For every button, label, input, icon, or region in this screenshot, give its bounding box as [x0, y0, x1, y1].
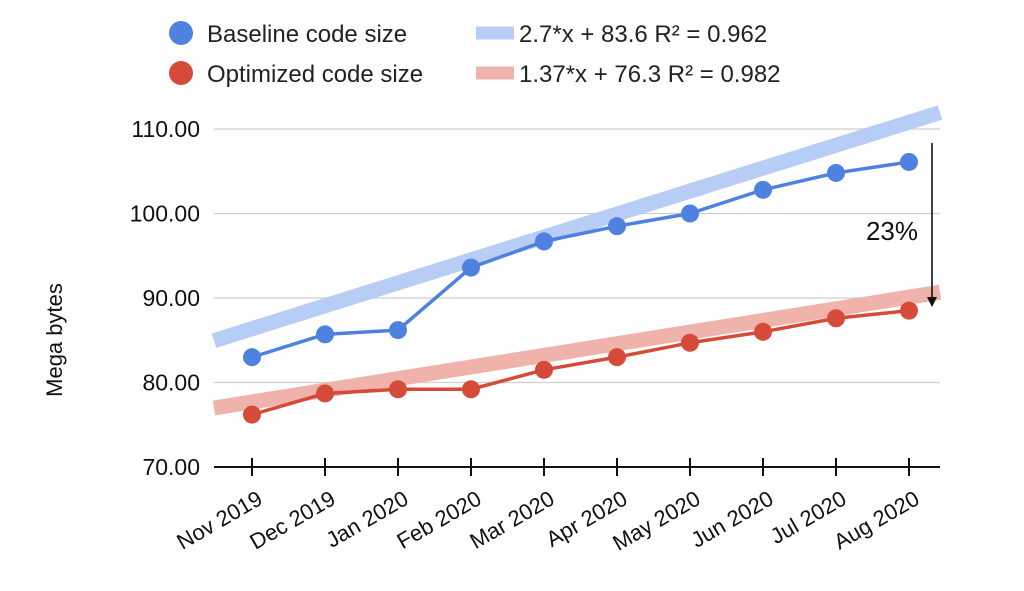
legend: Baseline code size 2.7*x + 83.6 R² = 0.96… — [169, 21, 781, 88]
data-point — [827, 309, 845, 328]
data-point — [535, 232, 553, 251]
x-tick-label: Mar 2020 — [466, 486, 559, 554]
data-points — [243, 152, 918, 424]
y-tick-label: 110.00 — [131, 116, 200, 142]
data-point — [827, 163, 845, 182]
x-axis — [214, 458, 940, 476]
y-axis-label: Mega bytes — [42, 283, 67, 397]
trendlines — [211, 105, 943, 416]
legend-marker — [169, 21, 193, 45]
legend-trend-label: 1.37*x + 76.3 R² = 0.982 — [519, 61, 781, 88]
data-point — [316, 325, 334, 344]
data-point — [900, 152, 918, 171]
data-point — [316, 384, 334, 403]
data-point — [754, 322, 772, 341]
legend-series-label: Baseline code size — [207, 21, 407, 48]
legend-trend-label: 2.7*x + 83.6 R² = 0.962 — [519, 21, 767, 48]
annotation-arrowhead — [927, 297, 937, 307]
y-tick-label: 70.00 — [142, 454, 200, 480]
data-point — [243, 405, 261, 424]
y-tick-label: 90.00 — [142, 285, 200, 311]
data-point — [608, 348, 626, 367]
data-point — [389, 321, 407, 340]
data-point — [900, 301, 918, 320]
data-point — [389, 380, 407, 399]
data-point — [681, 333, 699, 352]
x-tick-label: Jun 2020 — [687, 486, 778, 553]
y-tick-label: 80.00 — [142, 370, 200, 396]
trendline — [212, 284, 942, 416]
data-point — [754, 180, 772, 199]
trendline — [211, 105, 943, 348]
difference-annotation: 23% — [866, 143, 937, 307]
legend-series-label: Optimized code size — [207, 61, 423, 88]
series-lines — [251, 160, 910, 417]
data-point — [462, 258, 480, 277]
annotation-label: 23% — [866, 216, 918, 246]
data-point — [243, 348, 261, 367]
legend-marker — [169, 61, 193, 85]
data-point — [608, 217, 626, 236]
y-tick-label: 100.00 — [130, 201, 200, 227]
y-axis-ticks: 70.00 80.00 90.00 100.00 110.00 — [130, 116, 200, 480]
data-point — [535, 360, 553, 379]
series-line — [251, 160, 910, 359]
series-line — [251, 308, 910, 417]
data-point — [681, 204, 699, 223]
data-point — [462, 380, 480, 399]
